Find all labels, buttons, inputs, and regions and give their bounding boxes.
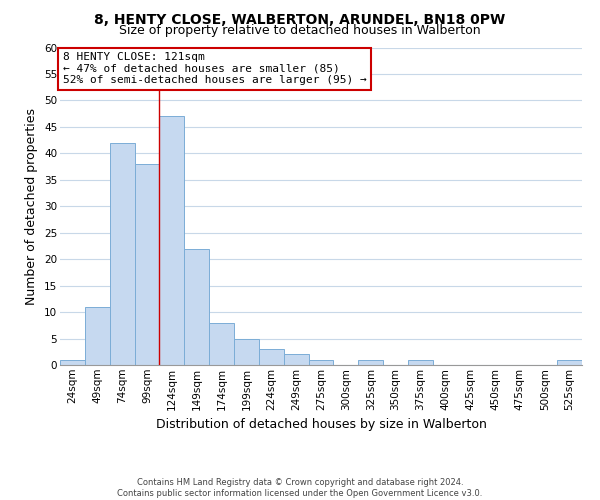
Text: Size of property relative to detached houses in Walberton: Size of property relative to detached ho…	[119, 24, 481, 37]
Text: 8 HENTY CLOSE: 121sqm
← 47% of detached houses are smaller (85)
52% of semi-deta: 8 HENTY CLOSE: 121sqm ← 47% of detached …	[62, 52, 367, 86]
Bar	[557, 360, 582, 365]
Bar	[110, 143, 134, 365]
Text: Contains HM Land Registry data © Crown copyright and database right 2024.
Contai: Contains HM Land Registry data © Crown c…	[118, 478, 482, 498]
Text: 8, HENTY CLOSE, WALBERTON, ARUNDEL, BN18 0PW: 8, HENTY CLOSE, WALBERTON, ARUNDEL, BN18…	[94, 12, 506, 26]
Bar	[234, 338, 259, 365]
Bar	[60, 360, 85, 365]
Bar	[184, 248, 209, 365]
Bar	[134, 164, 160, 365]
Bar	[308, 360, 334, 365]
Bar	[85, 307, 110, 365]
Bar	[358, 360, 383, 365]
X-axis label: Distribution of detached houses by size in Walberton: Distribution of detached houses by size …	[155, 418, 487, 431]
Y-axis label: Number of detached properties: Number of detached properties	[25, 108, 38, 304]
Bar	[259, 349, 284, 365]
Bar	[209, 322, 234, 365]
Bar	[284, 354, 308, 365]
Bar	[408, 360, 433, 365]
Bar	[160, 116, 184, 365]
